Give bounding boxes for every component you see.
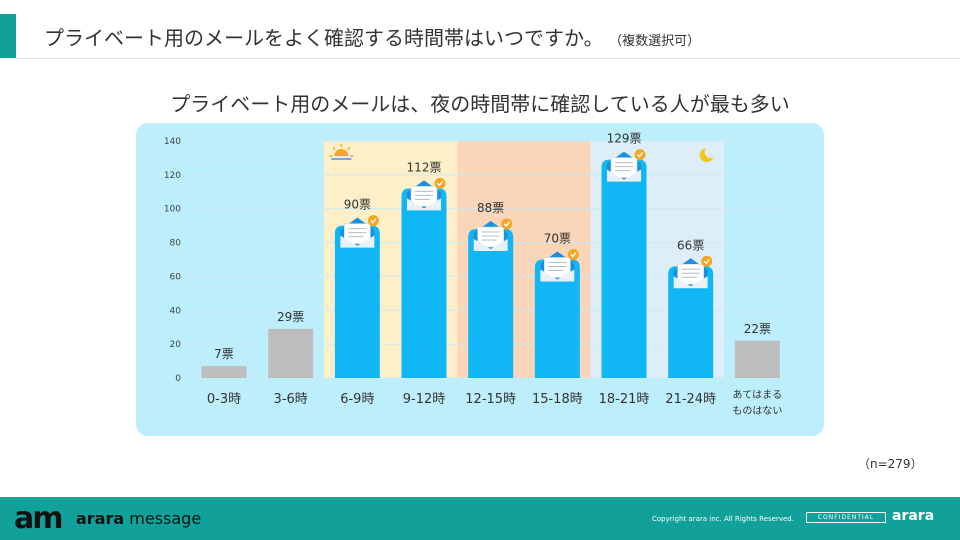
category-label-1: 3-6時 [274,392,308,407]
envelope-front-3 [407,198,442,211]
bar-3 [401,188,447,378]
page-title: プライベート用のメールをよく確認する時間帯はいつですか。 （複数選択可） [44,22,700,51]
check-badge-7 [701,255,713,267]
brand-name-bold: arara [76,509,125,528]
category-label-8-1: ものはない [732,405,782,417]
bar-2 [334,225,380,378]
y-tick-label: 100 [164,205,181,215]
brand-name-light: message [124,509,202,528]
check-icon-5 [570,252,577,258]
envelope-front-7 [673,276,708,289]
value-label-3: 112票 [407,160,442,174]
value-label-7: 66票 [677,238,704,252]
y-tick-label: 60 [170,272,182,282]
category-label-7: 21-24時 [665,392,716,407]
confidential-badge: CONFIDENTIAL [806,512,886,523]
y-tick-label: 140 [164,137,181,147]
value-label-1: 29票 [277,310,304,324]
value-label-0: 7票 [214,347,234,361]
category-label-2: 6-9時 [340,392,374,407]
envelope-front-6 [607,169,642,182]
check-icon-4 [503,221,510,228]
check-badge-3 [434,177,446,189]
bar-6 [601,159,647,378]
bar-8 [734,340,780,378]
check-icon-3 [437,180,444,187]
bar-7 [668,266,714,378]
check-badge-5 [567,249,579,260]
bar-4 [468,229,514,378]
y-tick-label: 0 [175,374,181,384]
moon-icon-cutout [704,146,717,158]
page-title-text: プライベート用のメールをよく確認する時間帯はいつですか。 [44,26,604,50]
footer: am arara message Copyright arara inc. Al… [0,497,960,540]
footer-brand: arara [892,508,935,524]
check-badge-6 [634,149,646,161]
value-label-2: 90票 [344,198,371,212]
y-tick-label: 20 [170,340,182,350]
category-label-3: 9-12時 [403,392,446,407]
category-label-4: 12-15時 [465,392,516,407]
header-divider [16,58,960,59]
title-accent-bar [0,14,16,58]
page-title-note: （複数選択可） [615,34,701,49]
value-label-4: 88票 [477,201,504,215]
sample-size-note: （n=279） [858,457,923,471]
chart-title: プライベート用のメールは、夜の時間帯に確認している人が最も多い [170,92,790,116]
envelope-front-4 [473,239,508,252]
check-badge-2 [367,215,379,227]
check-icon-6 [637,152,644,158]
copyright-text: Copyright arara inc. All Rights Reserved… [652,515,794,523]
y-tick-label: 120 [164,171,181,181]
value-label-6: 129票 [607,132,642,146]
bar-0 [201,366,247,378]
brand-name: arara message [76,509,201,528]
category-label-6: 18-21時 [599,392,650,407]
bar-5 [534,259,580,378]
category-label-5: 15-18時 [532,392,583,407]
envelope-front-2 [340,235,375,248]
value-label-5: 70票 [544,232,571,246]
check-icon-2 [370,218,377,224]
sun-icon [329,144,354,160]
y-tick-label: 80 [170,239,182,249]
category-label-8-0: あてはまる [733,389,783,401]
check-icon-7 [703,258,710,265]
bar-1 [268,328,314,378]
check-badge-4 [501,218,513,230]
value-label-8: 22票 [744,322,771,336]
y-tick-label: 40 [170,306,182,316]
category-label-0: 0-3時 [207,392,241,407]
envelope-front-5 [540,269,575,282]
logo-mark: am [14,501,63,536]
